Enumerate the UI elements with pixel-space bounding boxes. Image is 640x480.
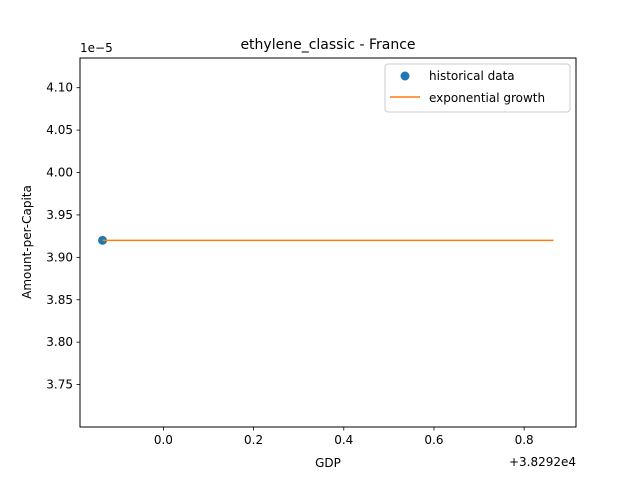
x-tick-label: 0.2	[244, 433, 263, 447]
y-tick-label: 3.95	[46, 208, 73, 222]
legend-label-historical-data: historical data	[429, 69, 515, 83]
x-tick-label: 0.4	[334, 433, 353, 447]
x-axis-ticks: 0.0 0.2 0.4 0.6 0.8	[154, 427, 534, 447]
x-axis-label: GDP	[315, 456, 341, 470]
plot-area	[98, 235, 554, 245]
x-axis-offset-label: +3.8292e4	[509, 455, 576, 469]
y-tick-label: 4.10	[46, 81, 73, 95]
legend-box	[384, 63, 571, 113]
x-tick-label: 0.6	[424, 433, 443, 447]
y-tick-label: 3.85	[46, 293, 73, 307]
x-tick-label: 0.8	[515, 433, 534, 447]
y-tick-label: 3.90	[46, 250, 73, 264]
x-tick-label: 0.0	[154, 433, 173, 447]
legend-marker-historical-data	[400, 71, 410, 81]
y-axis-ticks: 3.75 3.80 3.85 3.90 3.95 4.00 4.05 4.10	[46, 81, 80, 392]
y-axis-scale-label: 1e−5	[80, 41, 113, 55]
y-axis-label: Amount-per-Capita	[20, 185, 34, 299]
axes-frame	[79, 57, 577, 428]
y-tick-label: 3.75	[46, 378, 73, 392]
chart-title: ethylene_classic - France	[240, 37, 415, 53]
y-tick-label: 4.00	[46, 166, 73, 180]
y-tick-label: 3.80	[46, 335, 73, 349]
legend-label-exponential-growth: exponential growth	[429, 91, 545, 105]
legend: historical data exponential growth	[384, 63, 571, 113]
y-tick-label: 4.05	[46, 123, 73, 137]
